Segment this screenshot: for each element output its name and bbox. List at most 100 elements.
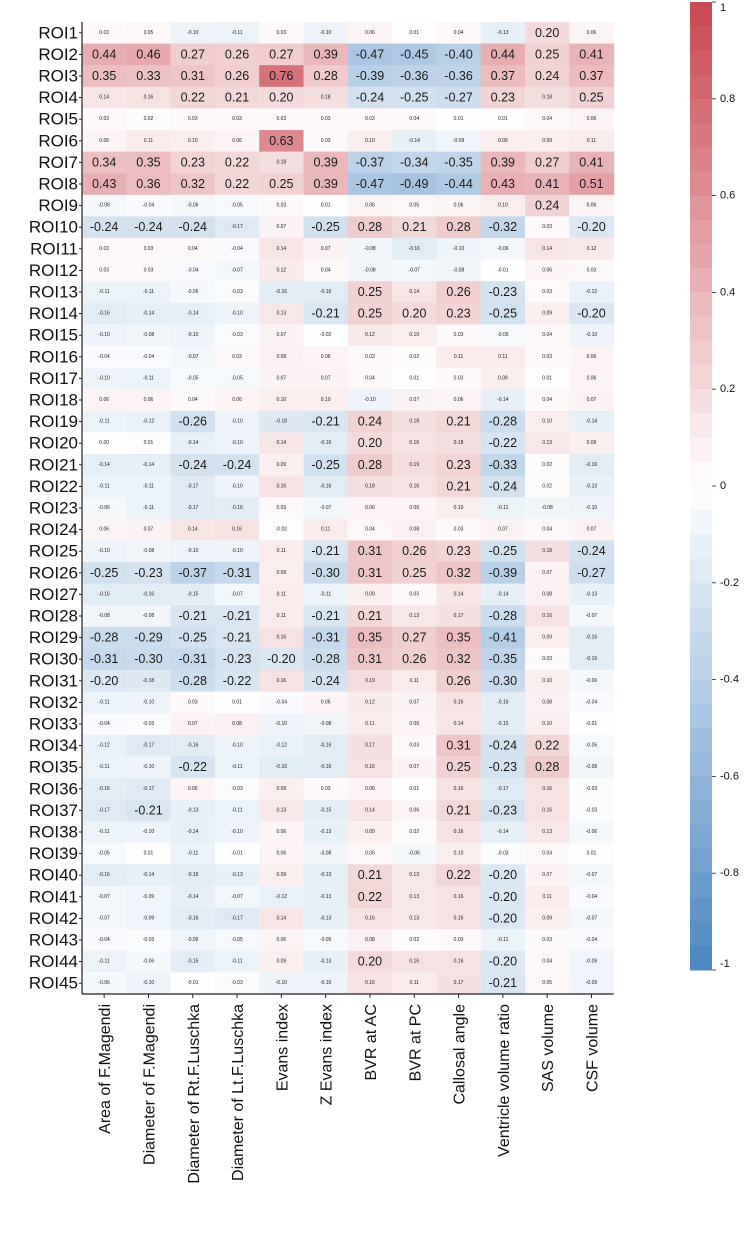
- heatmap-cell: [214, 907, 260, 930]
- cell-value-label: -0.20: [489, 890, 518, 904]
- cell-value-label: 0.14: [454, 721, 464, 727]
- cell-value-label: 0.39: [313, 177, 337, 191]
- heatmap-cell: [214, 842, 260, 865]
- heatmap-cell: [303, 65, 349, 88]
- heatmap-cell: [480, 194, 526, 217]
- heatmap-cell: [126, 734, 172, 757]
- heatmap-cell: [436, 842, 482, 865]
- row-label: ROI25: [29, 542, 78, 561]
- heatmap-cell: [525, 562, 570, 585]
- heatmap-cell: [303, 799, 349, 822]
- heatmap-cell: [525, 475, 570, 498]
- heatmap-cell: [569, 713, 615, 736]
- heatmap-cell: [82, 216, 127, 239]
- cell-value-label: 0.76: [269, 69, 293, 83]
- heatmap-cell: [436, 734, 482, 757]
- cell-value-label: -0.07: [187, 354, 199, 360]
- cell-value-label: 0.43: [491, 177, 515, 191]
- cell-value-label: -0.11: [497, 937, 508, 943]
- heatmap-cell: [303, 86, 349, 109]
- heatmap-cell: [525, 216, 570, 239]
- heatmap-cell: [347, 562, 393, 585]
- cell-value-label: 0.01: [144, 440, 154, 446]
- cell-value-label: -0.45: [400, 47, 429, 61]
- cell-value-label: -0.24: [356, 91, 385, 105]
- cell-value-label: 0.11: [587, 138, 597, 144]
- heatmap-cell: [392, 475, 437, 498]
- cell-value-label: 0.37: [579, 69, 603, 83]
- cell-value-label: -0.01: [497, 267, 509, 273]
- colorbar-segment: [690, 219, 712, 245]
- heatmap-cell: [392, 86, 437, 109]
- row-label: ROI16: [29, 347, 78, 366]
- heatmap-cell: [436, 605, 482, 628]
- cell-value-label: -0.14: [143, 872, 155, 878]
- heatmap-cell: [126, 950, 172, 973]
- cell-value-label: -0.16: [320, 440, 332, 446]
- heatmap-cell: [170, 626, 216, 649]
- heatmap-cell: [170, 778, 216, 801]
- cell-value-label: 0.06: [232, 397, 242, 403]
- colorbar-segment: [690, 703, 712, 729]
- cell-value-label: 0.39: [313, 47, 337, 61]
- heatmap-cell: [569, 173, 615, 196]
- cell-value-label: 0.27: [535, 155, 559, 169]
- cell-value-label: -0.24: [90, 220, 119, 234]
- cell-value-label: -0.21: [223, 609, 252, 623]
- heatmap-cell: [82, 691, 127, 714]
- cell-value-label: 0.16: [542, 613, 552, 619]
- cell-value-label: -0.08: [586, 764, 598, 770]
- cell-value-label: -0.10: [231, 548, 243, 554]
- heatmap-cell: [347, 43, 393, 66]
- heatmap-cell: [480, 346, 526, 369]
- cell-value-label: 0.27: [402, 631, 426, 645]
- cell-value-label: 0.12: [365, 699, 375, 705]
- cell-value-label: -0.08: [143, 548, 155, 554]
- cell-value-label: 0.13: [542, 829, 552, 835]
- heatmap-cell: [126, 259, 172, 282]
- cell-value-label: 0.10: [498, 203, 508, 209]
- cell-value-label: 0.06: [587, 203, 597, 209]
- heatmap-cell: [569, 389, 615, 412]
- heatmap-cell: [392, 130, 437, 153]
- heatmap-cell: [569, 346, 615, 369]
- cell-value-label: 0.07: [276, 224, 286, 230]
- heatmap-cell: [82, 22, 127, 45]
- cell-value-label: 0.19: [365, 678, 375, 684]
- cell-value-label: 0.25: [358, 285, 382, 299]
- heatmap-cell: [480, 410, 526, 433]
- cell-value-label: 0.03: [276, 116, 286, 122]
- cell-value-label: 0.07: [321, 375, 331, 381]
- cell-value-label: 0.03: [454, 332, 464, 338]
- heatmap-cell: [126, 540, 172, 563]
- cell-value-label: -0.01: [187, 980, 199, 986]
- heatmap-cell: [569, 518, 615, 541]
- heatmap-cell: [569, 367, 615, 390]
- cell-value-label: -0.11: [497, 505, 508, 511]
- heatmap-cell: [480, 713, 526, 736]
- heatmap-cell: [82, 432, 127, 455]
- heatmap-cell: [170, 108, 216, 131]
- heatmap-cell: [436, 173, 482, 196]
- cell-value-label: -0.12: [143, 419, 155, 425]
- cell-value-label: -0.12: [98, 743, 110, 749]
- colorbar-segment: [690, 413, 712, 439]
- heatmap-cell: [569, 259, 615, 282]
- cell-value-label: 0.09: [542, 311, 552, 317]
- heatmap-cell: [82, 151, 127, 174]
- heatmap-cell: [436, 22, 482, 45]
- row-label: ROI20: [29, 434, 78, 453]
- row-label: ROI38: [29, 823, 78, 842]
- heatmap-cell: [259, 151, 305, 174]
- heatmap-cell: [82, 43, 127, 66]
- cell-value-label: 0.22: [446, 868, 470, 882]
- heatmap-cell: [126, 583, 172, 606]
- heatmap-cell: [569, 907, 615, 930]
- cell-value-label: 0.26: [402, 544, 426, 558]
- cell-value-label: -0.16: [276, 289, 288, 295]
- heatmap-cell: [569, 194, 615, 217]
- cell-value-label: 0.02: [542, 483, 552, 489]
- cell-value-label: -0.40: [444, 47, 473, 61]
- heatmap-cell: [525, 130, 570, 153]
- cell-value-label: -0.10: [276, 980, 288, 986]
